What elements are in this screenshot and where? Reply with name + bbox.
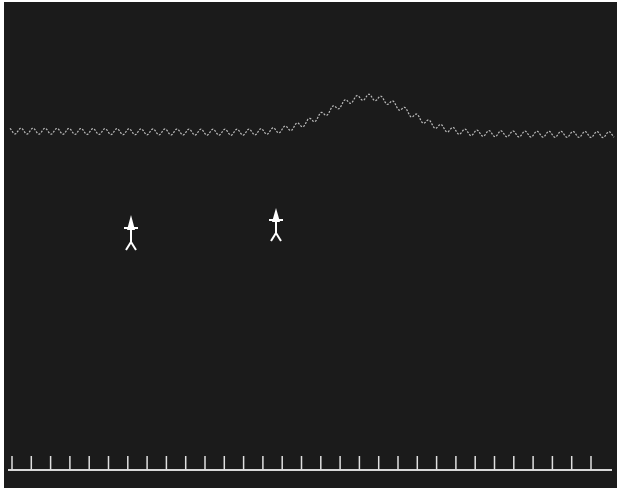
oscilloscope-photo	[0, 0, 619, 490]
screen	[4, 2, 617, 488]
